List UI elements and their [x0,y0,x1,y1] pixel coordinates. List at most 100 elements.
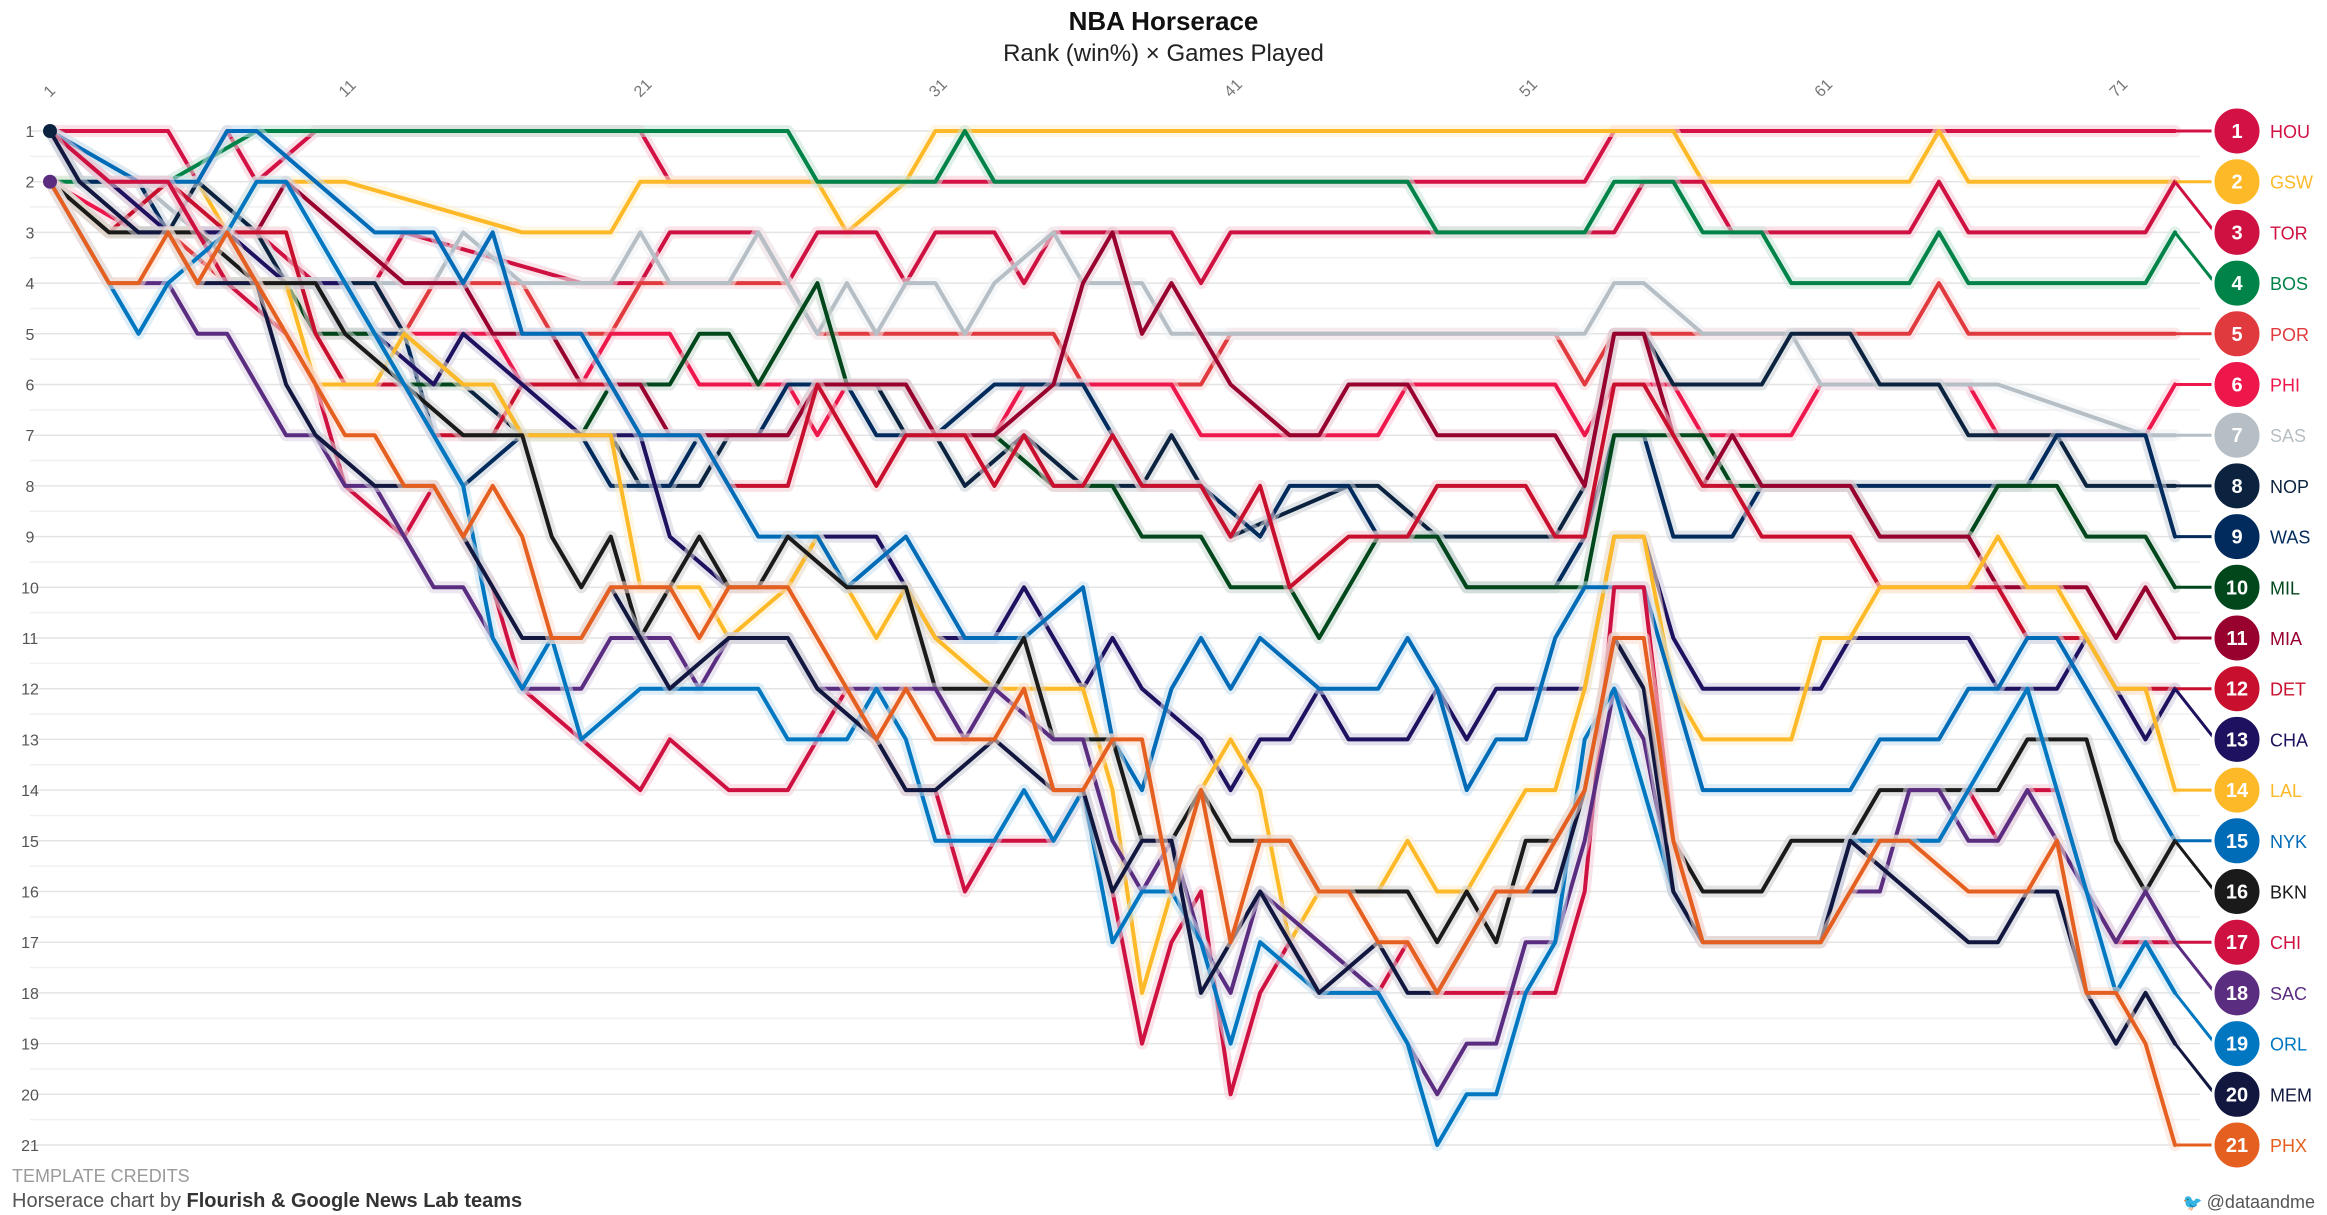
rank-number: 13 [2226,729,2248,751]
end-connector [2173,180,2217,234]
team-logo-orl[interactable] [2211,1018,2263,1070]
end-connector [2173,839,2217,893]
team-logo-gsw[interactable] [2211,156,2263,208]
rank-number: 2 [2231,172,2242,194]
rank-number: 17 [2226,932,2248,954]
team-label-hou: HOU [2270,122,2310,142]
team-label-por: POR [2270,325,2309,345]
team-label-nyk: NYK [2270,832,2307,852]
team-logo-por[interactable] [2211,308,2263,360]
team-logo-phi[interactable] [2211,359,2263,410]
y-tick-label: 11 [22,631,39,648]
team-label-mem: MEM [2270,1085,2312,1105]
team-logo-mil[interactable] [2211,561,2263,613]
credits-label: TEMPLATE CREDITS [12,1166,190,1186]
team-label-phx: PHX [2270,1136,2307,1156]
series-line-phx[interactable] [48,179,2177,1147]
team-logo-sac[interactable] [2211,967,2263,1019]
team-label-gsw: GSW [2270,173,2313,193]
team-logo-mem[interactable] [2211,1068,2263,1120]
end-labels: 1 HOU 2 GSW 3 TOR 4 BOS 5 POR 6 PHI 7 SAS 8 NOP 9 WAS 10 MI… [2173,105,2313,1171]
team-label-tor: TOR [2270,223,2308,243]
rank-number: 4 [2231,273,2243,295]
series-line-lal[interactable] [48,179,2177,995]
end-connector [2173,231,2217,285]
rank-number: 1 [2231,121,2242,143]
series-line-sas[interactable] [48,129,2177,438]
y-tick-label: 18 [21,986,39,1003]
team-logo-chi[interactable] [2211,916,2263,968]
y-tick-label: 3 [26,225,35,242]
y-tick-label: 5 [26,327,35,344]
x-tick-label: 41 [1221,76,1246,101]
y-tick-label: 1 [26,124,35,141]
team-logo-bos[interactable] [2211,257,2263,309]
start-dot [43,174,57,189]
y-tick-label: 20 [21,1087,39,1104]
chart-title: NBA Horserace [1068,6,1259,36]
rank-number: 16 [2226,882,2248,904]
x-tick-label: 21 [631,76,656,101]
team-logo-sas[interactable] [2211,409,2263,461]
team-logo-was[interactable] [2211,511,2263,563]
rank-number: 19 [2226,1034,2248,1056]
team-label-mil: MIL [2270,578,2300,598]
y-tick-label: 12 [21,682,39,699]
rank-number: 11 [2226,628,2247,650]
rank-number: 15 [2226,831,2248,853]
handle-text: @dataandme [2206,1192,2315,1212]
y-tick-label: 9 [26,530,35,547]
x-tick-label: 1 [41,82,59,100]
team-label-cha: CHA [2270,730,2308,750]
team-logo-nop[interactable] [2211,460,2263,512]
y-tick-label: 16 [21,885,39,902]
team-label-mia: MIA [2270,629,2302,649]
credits-text[interactable]: Horserace chart by Flourish & Google New… [12,1190,522,1213]
rank-number: 21 [2226,1135,2248,1157]
rank-number: 10 [2226,577,2248,599]
team-logo-cha[interactable] [2211,713,2263,765]
team-logo-tor[interactable] [2211,206,2263,258]
team-logo-det[interactable] [2211,663,2263,715]
end-connector [2173,941,2217,994]
team-label-sas: SAS [2270,426,2306,446]
y-tick-label: 6 [26,378,35,395]
end-connector [2173,991,2217,1045]
y-tick-label: 4 [26,276,35,293]
y-tick-label: 8 [26,479,35,496]
series-line-mia[interactable] [48,129,2177,640]
credits-prefix: Horserace chart by [12,1190,187,1212]
team-logo-mia[interactable] [2211,612,2263,664]
y-tick-label: 15 [21,834,39,851]
team-logo-lal[interactable] [2211,764,2263,816]
series-line-nyk[interactable] [48,129,2177,843]
team-logo-phx[interactable] [2211,1119,2263,1171]
team-logo-nyk[interactable] [2211,815,2263,867]
rank-number: 8 [2231,476,2242,498]
rank-number: 5 [2231,324,2242,346]
x-axis-ticks: 1 11 21 31 41 51 61 71 [41,76,2132,101]
series-line-cha[interactable] [48,129,2177,793]
team-label-det: DET [2270,680,2306,700]
rank-number: 7 [2231,425,2242,447]
x-tick-label: 61 [1812,76,1837,101]
series-line-bos[interactable] [48,129,2177,286]
series-lines [44,125,2181,1151]
rank-number: 3 [2231,222,2242,244]
twitter-handle[interactable]: 🐦 @dataandme [2183,1192,2315,1213]
credits-bold[interactable]: Flourish & Google News Lab teams [186,1190,523,1212]
y-tick-label: 17 [21,935,39,952]
x-tick-label: 31 [926,76,951,101]
team-logo-bkn[interactable] [2211,866,2263,917]
rank-number: 18 [2226,983,2248,1005]
end-connector [2173,687,2217,741]
x-tick-label: 71 [2107,76,2132,101]
team-label-orl: ORL [2270,1035,2307,1055]
team-label-bkn: BKN [2270,883,2307,903]
team-logo-hou[interactable] [2211,105,2263,157]
y-tick-label: 2 [26,175,35,192]
team-label-chi: CHI [2270,933,2301,953]
y-tick-label: 19 [21,1037,39,1054]
y-tick-label: 21 [21,1138,39,1155]
